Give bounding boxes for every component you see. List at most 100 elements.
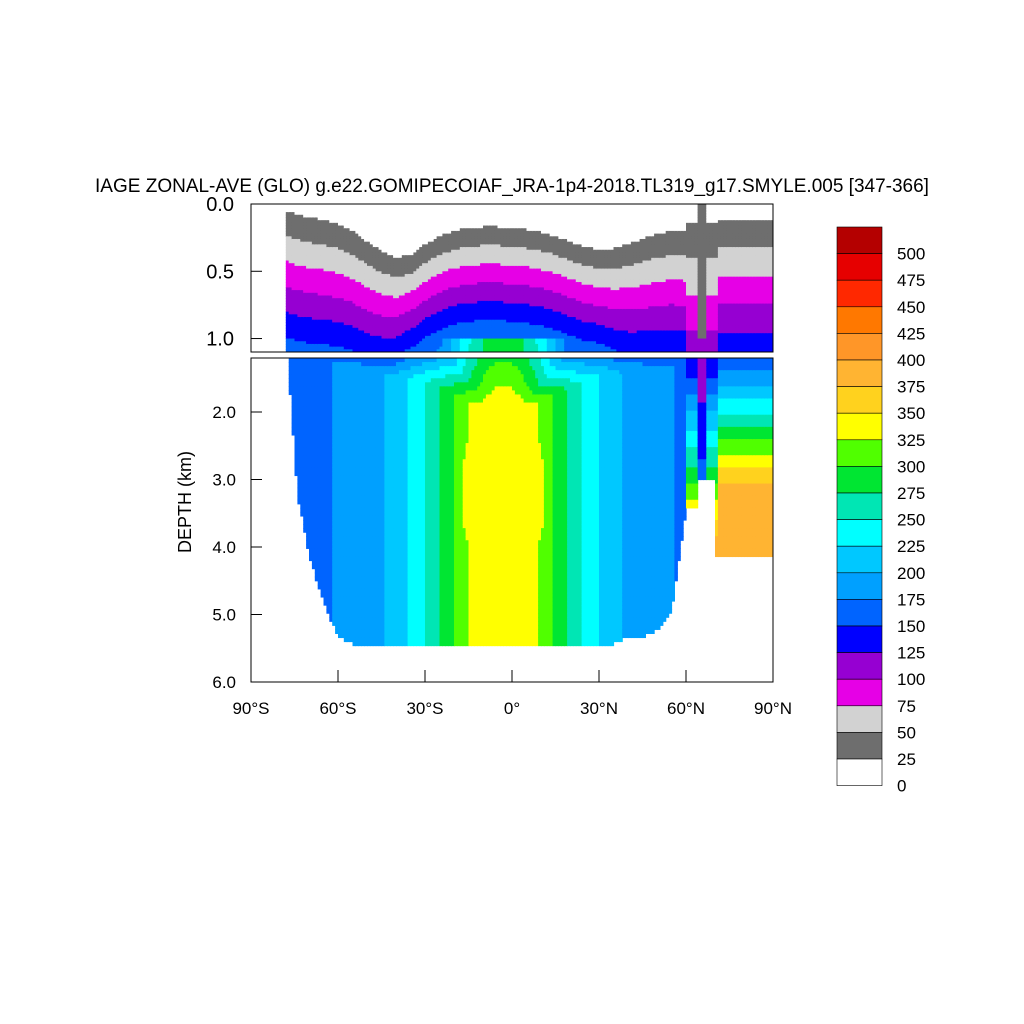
contour-cell — [323, 319, 327, 323]
contour-cell — [480, 260, 484, 264]
contour-cell — [483, 338, 487, 342]
contour-cell — [384, 271, 388, 275]
contour-cell — [340, 300, 345, 305]
contour-cell — [416, 257, 420, 262]
contour-cell — [468, 303, 472, 307]
contour-cell — [306, 276, 310, 280]
contour-cell — [456, 290, 461, 294]
contour-cell — [491, 317, 496, 321]
contour-cell — [474, 273, 478, 278]
contour-cell — [364, 319, 368, 323]
contour-cell — [427, 290, 432, 294]
contour-cell — [488, 292, 493, 297]
contour-cell — [404, 282, 409, 286]
contour-cell — [448, 206, 452, 210]
contour-cell — [361, 252, 365, 256]
contour-cell — [317, 220, 322, 224]
contour-cell — [532, 249, 536, 254]
contour-cell — [326, 298, 330, 302]
contour-cell — [480, 343, 484, 348]
contour-cell — [294, 257, 298, 262]
contour-cell — [456, 335, 461, 340]
contour-cell — [381, 265, 385, 270]
contour-cell — [514, 233, 519, 237]
contour-cell — [500, 214, 504, 219]
contour-cell — [538, 260, 542, 264]
contour-cell — [323, 247, 327, 251]
contour-cell — [285, 212, 290, 216]
contour-cell — [523, 311, 528, 315]
contour-cell — [494, 292, 499, 297]
contour-cell — [523, 335, 528, 340]
contour-cell — [526, 300, 530, 305]
contour-cell — [468, 292, 472, 297]
contour-cell — [520, 298, 525, 302]
contour-cell — [468, 311, 472, 315]
contour-cell — [288, 265, 293, 270]
contour-cell — [311, 333, 316, 337]
contour-cell — [538, 244, 542, 248]
contour-cell — [465, 225, 470, 229]
contour-cell — [306, 260, 310, 264]
contour-cell — [326, 295, 330, 299]
contour-cell — [451, 308, 455, 313]
contour-cell — [419, 222, 423, 227]
contour-cell — [404, 349, 409, 352]
contour-cell — [338, 225, 342, 229]
contour-cell — [332, 206, 336, 210]
contour-cell — [393, 300, 397, 305]
contour-cell — [407, 252, 412, 256]
contour-cell — [439, 327, 443, 332]
contour-cell — [317, 260, 322, 264]
contour-cell — [367, 346, 371, 350]
contour-cell — [488, 335, 493, 340]
contour-cell — [381, 346, 385, 350]
contour-cell — [506, 238, 510, 243]
contour-cell — [416, 290, 420, 294]
contour-cell — [326, 319, 330, 323]
contour-cell — [297, 308, 301, 313]
contour-cell — [506, 252, 510, 256]
contour-cell — [509, 330, 513, 334]
contour-cell — [300, 284, 304, 289]
contour-cell — [514, 230, 519, 235]
contour-cell — [320, 300, 325, 305]
contour-cell — [352, 300, 356, 305]
contour-cell — [451, 263, 455, 267]
contour-cell — [358, 209, 362, 213]
contour-cell — [514, 214, 519, 219]
contour-cell — [285, 308, 290, 313]
contour-cell — [329, 225, 333, 229]
contour-cell — [326, 287, 330, 291]
contour-cell — [477, 284, 481, 289]
contour-cell — [462, 230, 467, 235]
contour-cell — [332, 268, 336, 272]
contour-cell — [538, 233, 542, 237]
contour-cell — [416, 206, 420, 210]
contour-cell — [410, 298, 414, 302]
contour-cell — [506, 209, 510, 213]
contour-cell — [430, 303, 435, 307]
contour-cell — [364, 333, 368, 337]
contour-cell — [465, 271, 470, 275]
contour-cell — [372, 244, 377, 248]
contour-cell — [433, 209, 438, 213]
contour-cell — [425, 325, 429, 329]
contour-cell — [326, 265, 330, 270]
contour-cell — [520, 343, 525, 348]
contour-cell — [398, 322, 403, 326]
contour-cell — [509, 295, 513, 299]
contour-cell — [425, 268, 429, 272]
contour-cell — [387, 319, 391, 323]
contour-cell — [401, 292, 406, 297]
contour-cell — [416, 308, 420, 313]
contour-cell — [474, 204, 478, 208]
contour-cell — [340, 276, 345, 280]
contour-cell — [335, 319, 339, 323]
contour-cell — [445, 295, 449, 299]
contour-cell — [358, 236, 362, 240]
contour-cell — [488, 249, 493, 254]
contour-cell — [311, 311, 316, 315]
contour-cell — [509, 249, 513, 254]
contour-cell — [497, 317, 501, 321]
